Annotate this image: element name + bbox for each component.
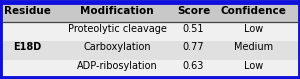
Text: 0.51: 0.51 [183, 24, 204, 34]
Text: Proteolytic cleavage: Proteolytic cleavage [68, 24, 167, 34]
Text: 0.63: 0.63 [183, 61, 204, 71]
Text: ADP-ribosylation: ADP-ribosylation [76, 61, 158, 71]
Text: Confidence: Confidence [220, 6, 286, 16]
Text: E18D: E18D [13, 42, 41, 52]
Text: Score: Score [177, 6, 210, 16]
Bar [0, 41, 300, 60]
Bar [0, 0, 300, 22]
Text: Medium: Medium [234, 42, 273, 52]
Text: Low: Low [244, 24, 263, 34]
Bar [0, 60, 300, 79]
Text: Modification: Modification [80, 6, 154, 16]
Text: Low: Low [244, 61, 263, 71]
Text: 0.77: 0.77 [183, 42, 204, 52]
Text: Residue: Residue [4, 6, 50, 16]
Text: Carboxylation: Carboxylation [83, 42, 151, 52]
Bar [0, 22, 300, 41]
